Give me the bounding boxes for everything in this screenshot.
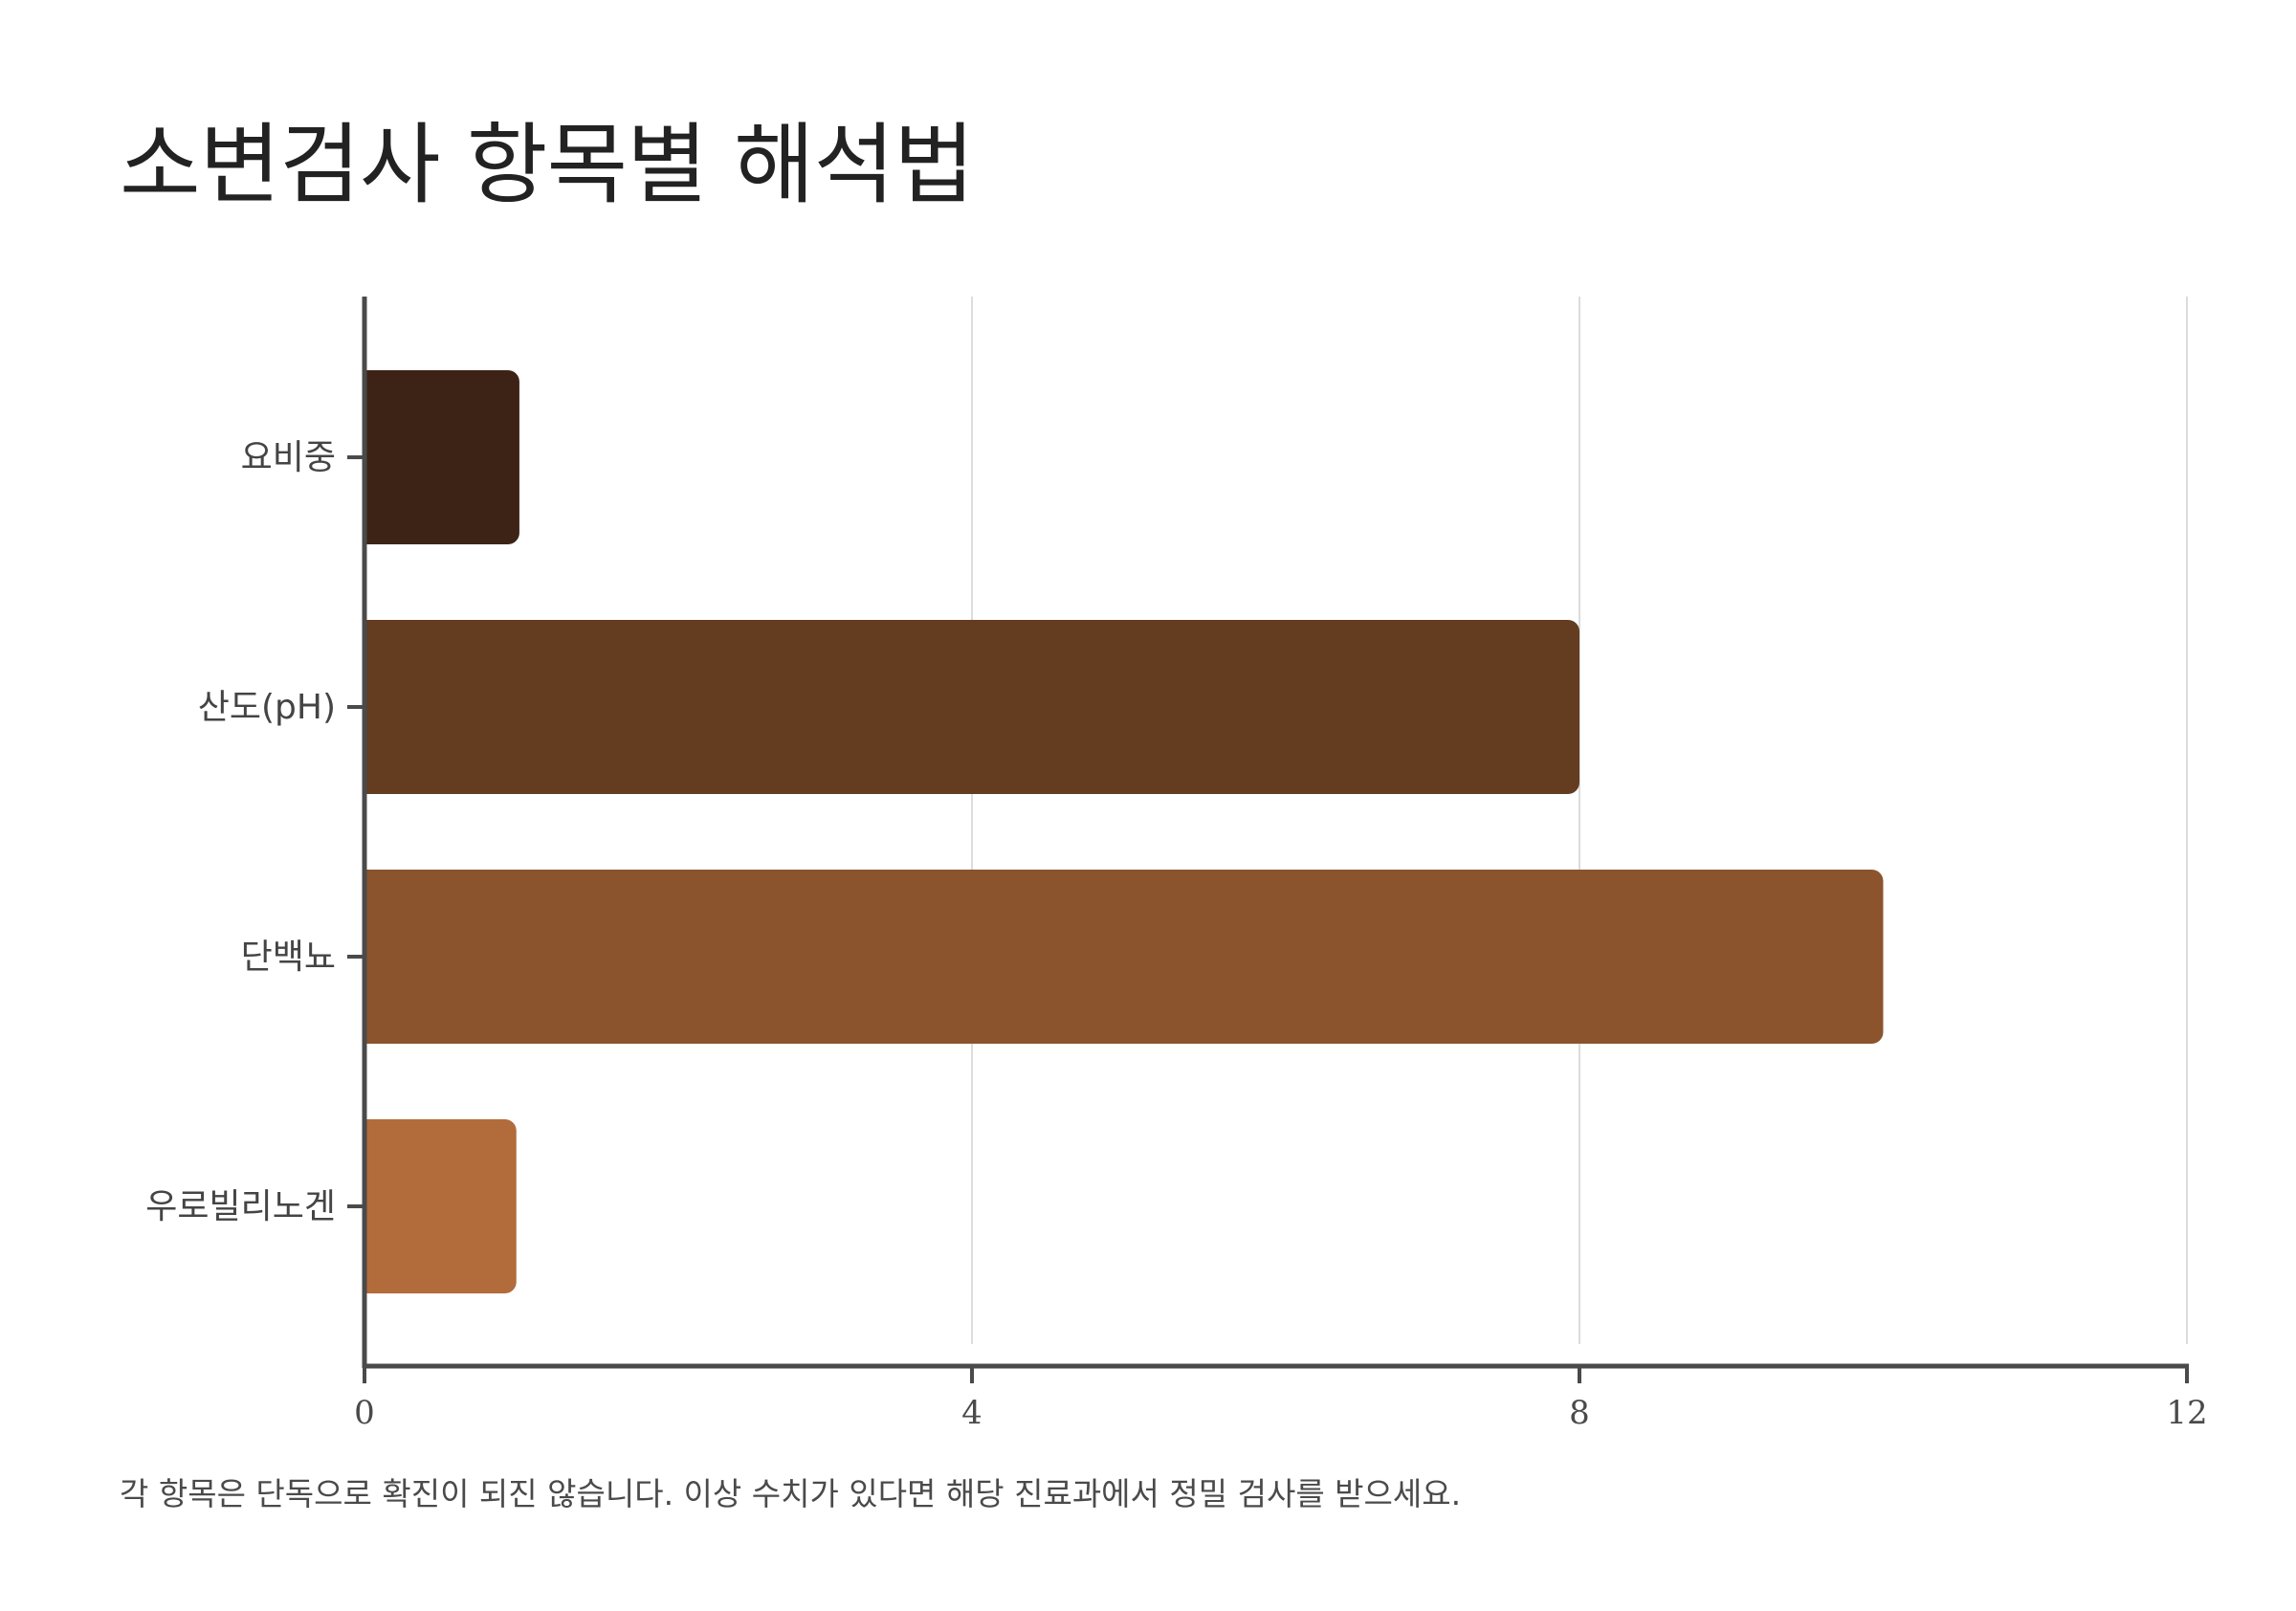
x-tick-label-3: 12 — [2166, 1394, 2207, 1432]
x-tick-label-1: 4 — [961, 1394, 982, 1432]
category-label-0: 요비중 — [241, 438, 336, 477]
bar-3 — [364, 1119, 517, 1293]
category-label-3: 우로빌리노겐 — [145, 1187, 336, 1226]
bar-2 — [364, 870, 1884, 1044]
bar-0 — [364, 370, 519, 544]
category-label-2: 단백뇨 — [241, 938, 336, 977]
bar-base-3 — [364, 1119, 380, 1293]
x-tick-label-0: 0 — [354, 1394, 375, 1432]
bar-base-1 — [364, 620, 380, 794]
category-label-1: 산도(pH) — [198, 688, 336, 727]
bar-1 — [364, 620, 1579, 794]
bar-base-2 — [364, 870, 380, 1044]
bar-base-0 — [364, 370, 380, 544]
chart-title: 소변검사 항목별 해석법 — [120, 114, 975, 216]
x-tick-label-2: 8 — [1569, 1394, 1590, 1432]
chart-footnote: 각 항목은 단독으로 확진이 되진 않습니다. 이상 수치가 있다면 해당 진료… — [120, 1475, 1462, 1512]
